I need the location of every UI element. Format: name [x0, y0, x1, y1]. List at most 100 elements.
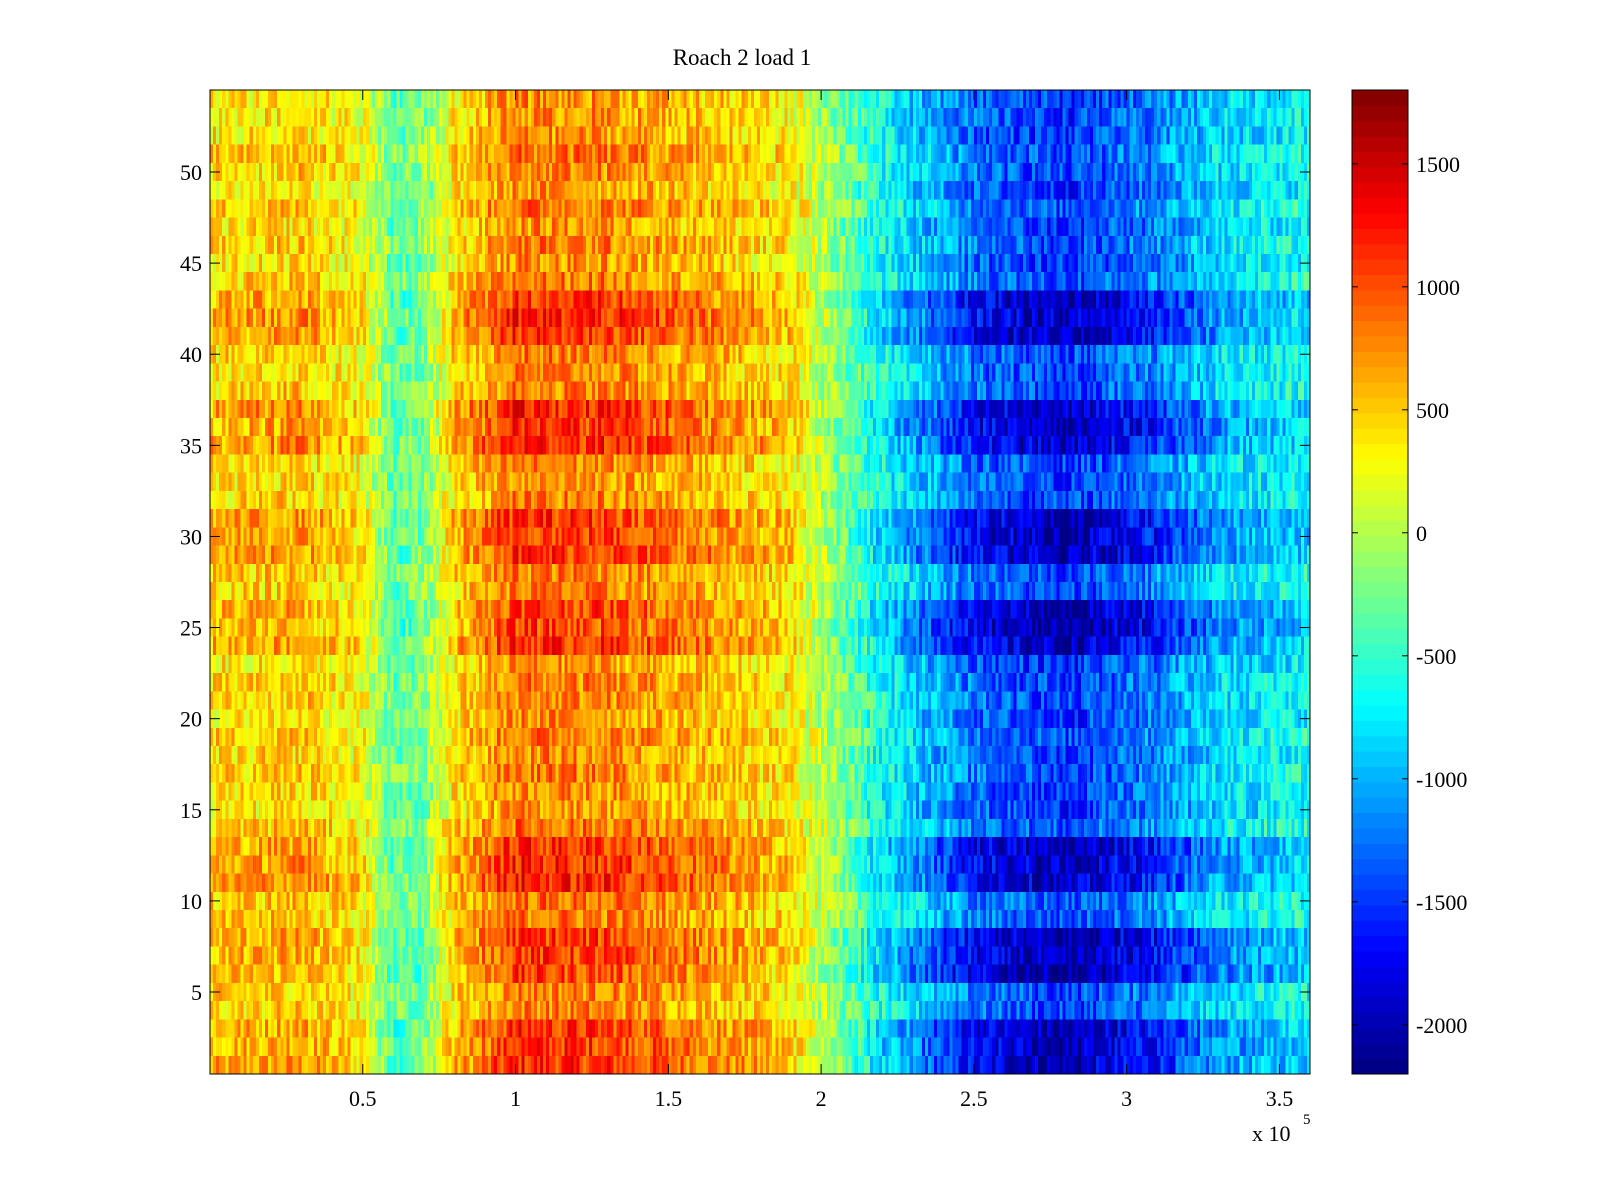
colorbar-band — [1352, 812, 1408, 829]
heatmap-cells — [210, 90, 1310, 1074]
colorbar-band — [1352, 382, 1408, 398]
colorbar-band — [1352, 412, 1408, 429]
colorbar-band — [1352, 520, 1408, 537]
colorbar-band — [1352, 259, 1408, 275]
x-tick-label: 3.5 — [1266, 1086, 1294, 1111]
x-tick-label: 0.5 — [349, 1086, 377, 1111]
colorbar-band — [1352, 597, 1408, 614]
chart-title: Roach 2 load 1 — [673, 45, 812, 70]
colorbar-band — [1352, 305, 1408, 322]
colorbar-band — [1352, 935, 1408, 952]
colorbar-band — [1352, 459, 1408, 475]
colorbar-band — [1352, 858, 1408, 875]
colorbar-band — [1352, 197, 1408, 214]
colorbar-band — [1352, 351, 1408, 368]
colorbar-tick-label: 500 — [1416, 398, 1449, 423]
colorbar-band — [1352, 766, 1408, 783]
y-tick-label: 40 — [180, 342, 202, 367]
colorbar-band — [1352, 751, 1408, 767]
colorbar-tick-label: -1500 — [1416, 890, 1467, 915]
colorbar-band — [1352, 166, 1408, 183]
colorbar-band — [1352, 843, 1408, 860]
colorbar-tick-label: -1000 — [1416, 767, 1467, 792]
colorbar-band — [1352, 735, 1408, 752]
x-tick-label: 1.5 — [655, 1086, 683, 1111]
colorbar-band — [1352, 966, 1408, 983]
colorbar-tick-label: 1000 — [1416, 275, 1460, 300]
colorbar-band — [1352, 904, 1408, 921]
colorbar-band — [1352, 228, 1408, 245]
colorbar-band — [1352, 289, 1408, 306]
colorbar-tick-label: -2000 — [1416, 1013, 1467, 1038]
y-tick-label: 20 — [180, 707, 202, 732]
colorbar-tick-label: 0 — [1416, 521, 1427, 546]
colorbar-band — [1352, 474, 1408, 491]
colorbar-band — [1352, 151, 1408, 168]
colorbar-band — [1352, 90, 1408, 106]
colorbar-band — [1352, 489, 1408, 506]
colorbar-band — [1352, 320, 1408, 337]
colorbar-band — [1352, 443, 1408, 460]
colorbar-band — [1352, 781, 1408, 798]
y-tick-label: 30 — [180, 524, 202, 549]
x-tick-label: 1 — [510, 1086, 521, 1111]
colorbar-band — [1352, 997, 1408, 1013]
colorbar-band — [1352, 105, 1408, 122]
colorbar-band — [1352, 874, 1408, 890]
x-tick-label: 2.5 — [960, 1086, 988, 1111]
colorbar-band — [1352, 889, 1408, 906]
y-tick-label: 10 — [180, 889, 202, 914]
colorbar-band — [1352, 1027, 1408, 1044]
colorbar-band — [1352, 566, 1408, 583]
colorbar-band — [1352, 658, 1408, 675]
colorbar-band — [1352, 797, 1408, 814]
x-multiplier-base: x 10 — [1252, 1121, 1291, 1146]
colorbar-band — [1352, 612, 1408, 629]
x-multiplier-label: x 10 5 — [1252, 1112, 1311, 1146]
heatmap-image — [210, 90, 1310, 1074]
colorbar-tick-label: 1500 — [1416, 152, 1460, 177]
axes: 0.5 1 1.5 2 2.5 3 3.5 5 10 15 20 25 30 35 40 45 50 — [180, 89, 1311, 1111]
colorbar-band — [1352, 1058, 1408, 1075]
y-tick-label: 45 — [180, 251, 202, 276]
colorbar-band — [1352, 628, 1408, 644]
colorbar-band — [1352, 397, 1408, 414]
colorbar-band — [1352, 828, 1408, 844]
colorbar-band — [1352, 643, 1408, 660]
y-tick-label: 50 — [180, 160, 202, 185]
y-tick-label: 5 — [191, 980, 202, 1005]
x-tick-label: 3 — [1121, 1086, 1132, 1111]
x-tick-label: 2 — [816, 1086, 827, 1111]
colorbar-band — [1352, 428, 1408, 445]
colorbar: -2000 -1500 -1000 -500 0 500 1000 1500 — [1351, 89, 1467, 1075]
colorbar-band — [1352, 505, 1408, 521]
colorbar-band — [1352, 1012, 1408, 1029]
colorbar-band — [1352, 705, 1408, 721]
colorbar-band — [1352, 689, 1408, 706]
colorbar-tick-label: -500 — [1416, 644, 1456, 669]
colorbar-band — [1352, 535, 1408, 552]
colorbar-band — [1352, 336, 1408, 352]
colorbar-band — [1352, 981, 1408, 998]
colorbar-band — [1352, 120, 1408, 137]
y-tick-label: 15 — [180, 798, 202, 823]
plot-frame — [209, 89, 1311, 1075]
colorbar-band — [1352, 674, 1408, 691]
colorbar-band — [1352, 551, 1408, 568]
colorbar-band — [1352, 182, 1408, 199]
colorbar-band — [1352, 274, 1408, 291]
colorbar-band — [1352, 213, 1408, 229]
x-multiplier-exponent: 5 — [1303, 1112, 1311, 1128]
colorbar-band — [1352, 582, 1408, 598]
y-tick-label: 25 — [180, 616, 202, 641]
colorbar-band — [1352, 136, 1408, 152]
colorbar-frame — [1351, 89, 1409, 1075]
colorbar-band — [1352, 243, 1408, 260]
colorbar-band — [1352, 720, 1408, 737]
colorbar-band — [1352, 366, 1408, 383]
colorbar-band — [1352, 920, 1408, 937]
colorbar-band — [1352, 951, 1408, 967]
colorbar-band — [1352, 1043, 1408, 1060]
y-tick-label: 35 — [180, 433, 202, 458]
